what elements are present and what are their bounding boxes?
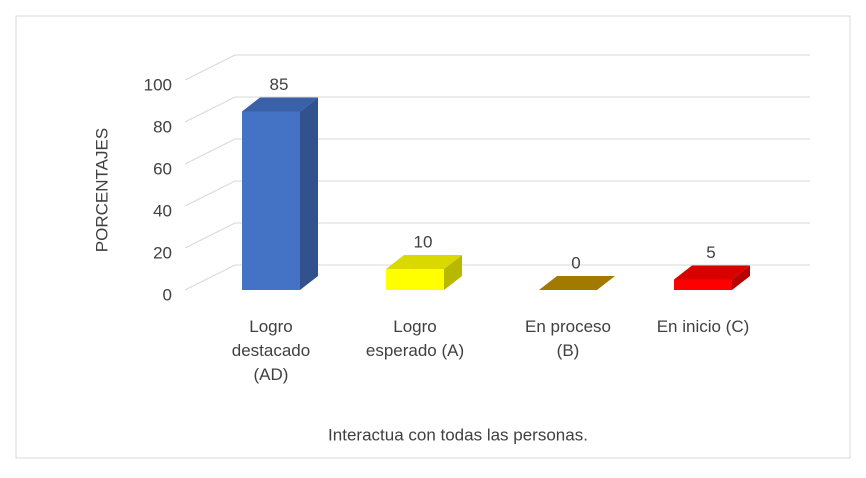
bar-front <box>386 269 444 290</box>
x-tick-label: En inicio (C) <box>657 317 750 336</box>
grid-line <box>184 96 810 123</box>
bar <box>242 97 318 290</box>
bar-top <box>674 265 750 280</box>
bar-front <box>242 111 300 290</box>
y-axis-title: PORCENTAJES <box>92 128 111 252</box>
bar <box>539 276 615 290</box>
grid-line <box>184 222 810 249</box>
chart-frame <box>15 15 851 459</box>
y-tick-label: 60 <box>153 159 172 178</box>
value-label: 10 <box>414 232 433 251</box>
y-tick-label: 100 <box>144 75 172 94</box>
grid-line <box>184 180 810 207</box>
bar-top <box>242 97 318 112</box>
value-label: 0 <box>571 253 580 272</box>
bar-side <box>732 265 750 290</box>
value-label: 85 <box>270 75 289 94</box>
y-tick-label: 40 <box>153 201 172 220</box>
value-label: 5 <box>706 243 715 262</box>
y-tick-label: 0 <box>163 285 172 304</box>
x-tick-label: Logro destacado (AD) <box>232 317 310 384</box>
grid-line <box>184 264 810 291</box>
bar-front <box>674 279 732 290</box>
x-tick-label: Logro esperado (A) <box>366 317 464 360</box>
bar <box>674 265 750 290</box>
bar-top <box>539 276 615 290</box>
bar <box>386 255 462 290</box>
bar-side <box>444 255 462 290</box>
x-axis-title: Interactua con todas las personas. <box>328 425 588 444</box>
y-tick-label: 80 <box>153 117 172 136</box>
grid-line <box>184 138 810 165</box>
bar-side <box>300 97 318 290</box>
grid-line <box>184 54 810 81</box>
x-tick-label: En proceso (B) <box>525 317 611 360</box>
bar-top <box>386 255 462 269</box>
y-tick-label: 20 <box>153 243 172 262</box>
